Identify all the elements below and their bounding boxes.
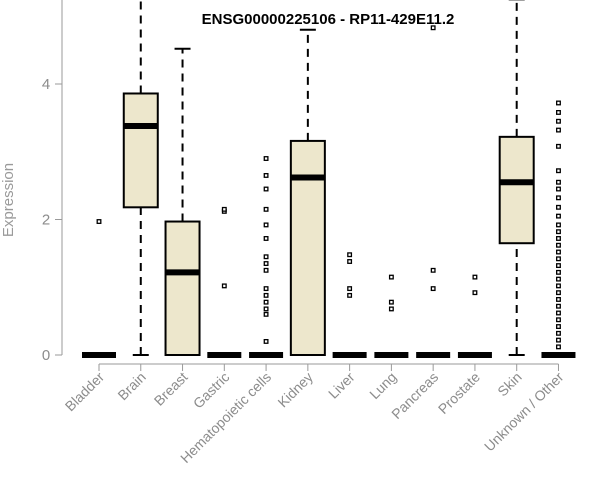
outlier-point [556,317,561,323]
outlier-point [556,269,561,275]
y-tick-label: 2 [42,212,50,229]
box-prostate [457,274,492,358]
outlier-point [221,206,227,212]
box-gastric [207,206,242,358]
outlier-point [556,222,561,228]
x-tick-label: Liver [325,369,358,402]
outlier-point [347,292,353,298]
outlier-point [556,186,561,192]
outlier-point [556,213,561,219]
outlier-point [263,311,269,317]
box-breast [164,47,201,356]
outlier-point [263,186,269,192]
x-tick-label: Lung [366,369,399,402]
outlier-point [556,110,561,115]
box-hematopoietic-cells [249,156,284,358]
outlier-point [556,303,561,309]
outlier-point [556,179,561,185]
outlier-point [263,286,269,292]
outlier-point [96,219,102,224]
outlier-point [556,324,561,329]
x-tick-label: Brain [114,369,148,403]
y-axis-label: Expression [0,163,17,237]
outlier-point [556,283,561,289]
x-tick-label: Bladder [62,369,108,415]
y-tick-label: 4 [42,76,50,93]
outlier-point [263,254,269,260]
outlier-point [263,338,269,344]
outlier-point [263,156,269,161]
outlier-point [556,249,561,255]
outlier-point [556,143,561,149]
outlier-point [556,168,561,174]
box-brain [122,0,159,356]
y-axis: 02468 [42,0,63,364]
outlier-point [556,296,561,302]
outlier-point [556,330,561,336]
outlier-point [263,299,269,305]
x-tick-label: Prostate [435,369,483,417]
outlier-point [556,337,561,343]
box-unknown-other [541,100,576,358]
outlier-point [347,286,353,292]
x-tick-label: Skin [494,369,525,400]
outlier-point [556,276,561,282]
outlier-point [556,344,561,350]
outlier-point [556,100,561,106]
outlier-point [430,267,436,273]
outlier-point [430,25,436,31]
outlier-point [556,118,561,124]
box-body [122,92,159,209]
outlier-point [556,290,561,296]
outlier-point [430,286,436,292]
outlier-point [347,259,353,264]
outlier-point [263,261,269,266]
outlier-point [347,252,353,258]
outlier-point [556,256,561,262]
box-bladder [82,219,116,358]
box-pancreas [416,25,451,358]
box-lung [374,274,409,358]
outlier-point [221,283,227,289]
outlier-point [556,229,561,235]
outlier-point [263,173,269,178]
chart-title: ENSG00000225106 - RP11-429E11.2 [202,11,455,28]
box-body [498,135,535,245]
outlier-point [556,127,561,133]
outlier-point [472,274,478,280]
box-body [164,220,201,356]
box-kidney [289,28,326,356]
outlier-point [472,290,478,296]
outlier-point [263,236,269,241]
outlier-point [556,204,561,210]
outlier-point [263,206,269,212]
x-tick-label: Kidney [274,369,316,411]
outlier-point [556,310,561,316]
outlier-point [263,222,269,228]
y-tick-label: 0 [42,347,50,364]
outlier-point [556,242,561,248]
outlier-point [388,306,394,312]
outlier-point [388,299,394,305]
box-body [289,139,326,356]
outlier-point [556,263,561,269]
x-tick-label: Unknown / Other [481,369,567,455]
x-tick-label: Breast [151,369,191,409]
box-liver [332,252,367,358]
outlier-point [556,195,561,201]
box-skin [498,0,535,356]
boxes-group [82,0,576,358]
outlier-point [263,306,269,312]
outlier-point [263,267,269,273]
outlier-point [263,292,269,298]
outlier-point [388,274,394,280]
outlier-point [556,236,561,241]
